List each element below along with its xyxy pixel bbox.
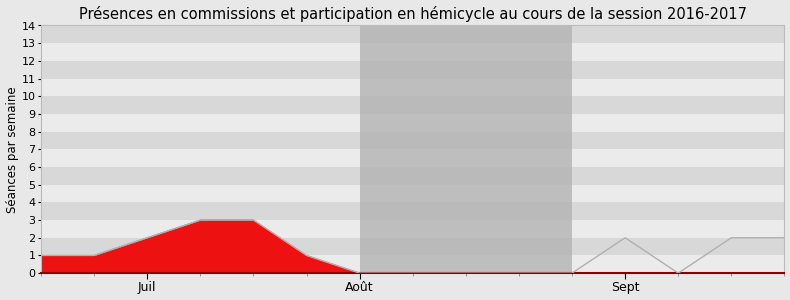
Bar	[41, 26, 784, 43]
Title: Présences en commissions et participation en hémicycle au cours de la session 20: Présences en commissions et participatio…	[79, 6, 747, 22]
Bar	[41, 43, 784, 61]
Bar	[41, 96, 784, 114]
Bar	[41, 255, 784, 273]
Bar	[41, 61, 784, 79]
Bar	[41, 185, 784, 203]
Bar	[41, 79, 784, 96]
Bar	[41, 149, 784, 167]
Bar	[41, 238, 784, 255]
Bar	[41, 114, 784, 132]
Y-axis label: Séances par semaine: Séances par semaine	[6, 86, 18, 213]
Bar	[41, 132, 784, 149]
Bar	[41, 202, 784, 220]
Bar	[41, 220, 784, 238]
Bar	[41, 167, 784, 185]
